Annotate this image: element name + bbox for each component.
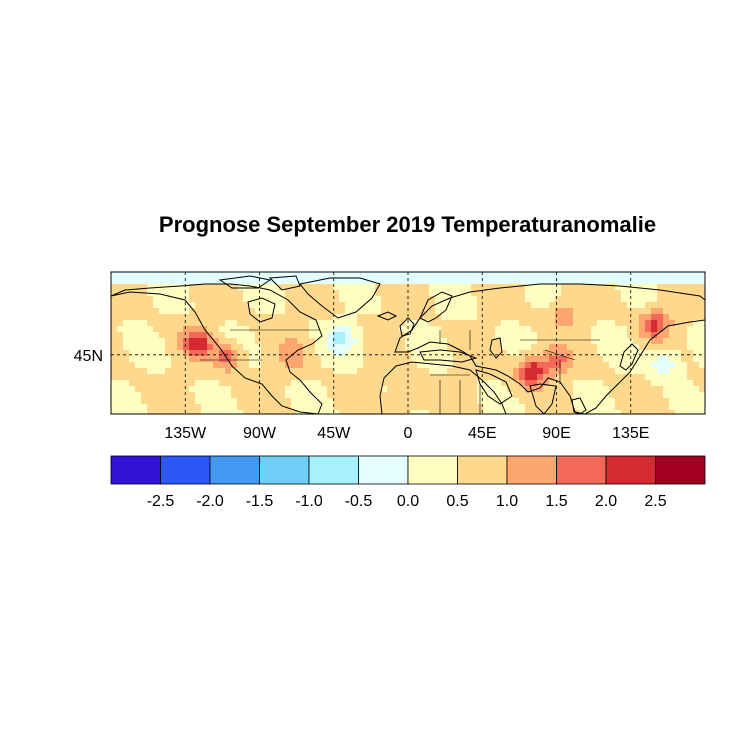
longitude-tick-label: 45W (317, 425, 351, 442)
map-frame (110, 271, 706, 415)
colorbar-swatch (655, 455, 706, 485)
colorbar-tick-label: 0.0 (397, 493, 419, 510)
colorbar-swatch (407, 455, 458, 485)
colorbar-tick-label: -0.5 (345, 493, 373, 510)
colorbar-swatch (110, 455, 161, 485)
colorbar-swatch (556, 455, 607, 485)
colorbar-tick-label: 2.0 (595, 493, 617, 510)
colorbar-swatch (358, 455, 409, 485)
colorbar-swatch (259, 455, 310, 485)
colorbar-tick-label: -1.5 (246, 493, 274, 510)
longitude-tick-label: 135E (612, 425, 649, 442)
longitude-tick-label: 90E (542, 425, 570, 442)
coastlines (111, 275, 705, 414)
colorbar-tick-label: -1.0 (295, 493, 323, 510)
colorbar-tick-label: -2.0 (196, 493, 224, 510)
colorbar: -2.5 -2.0 -1.5 -1.0 -0.5 0.0 0.5 1.0 1.5 2.0 2.5 (110, 455, 706, 510)
colorbar-swatch (457, 455, 508, 485)
colorbar-tick-label: 2.5 (644, 493, 666, 510)
map-title: Prognose September 2019 Temperaturanomal… (158, 212, 657, 237)
colorbar-swatch (308, 455, 359, 485)
colorbar-tick-label: 1.5 (545, 493, 567, 510)
map-gridlines (111, 272, 705, 414)
colorbar-swatch (506, 455, 557, 485)
map-axis-labels: 135W 90W 45W 0 45E 90E 135E 45N (74, 348, 650, 442)
colorbar-swatch (160, 455, 211, 485)
colorbar-tick-label: 1.0 (496, 493, 518, 510)
colorbar-tick-label: 0.5 (446, 493, 468, 510)
colorbar-swatch (605, 455, 656, 485)
longitude-tick-label: 90W (243, 425, 277, 442)
longitude-tick-label: 45E (468, 425, 496, 442)
longitude-tick-label: 135W (164, 425, 207, 442)
colorbar-tick-label: -2.5 (147, 493, 175, 510)
latitude-tick-label: 45N (74, 348, 103, 365)
longitude-tick-label: 0 (404, 425, 413, 442)
colorbar-swatch (209, 455, 260, 485)
